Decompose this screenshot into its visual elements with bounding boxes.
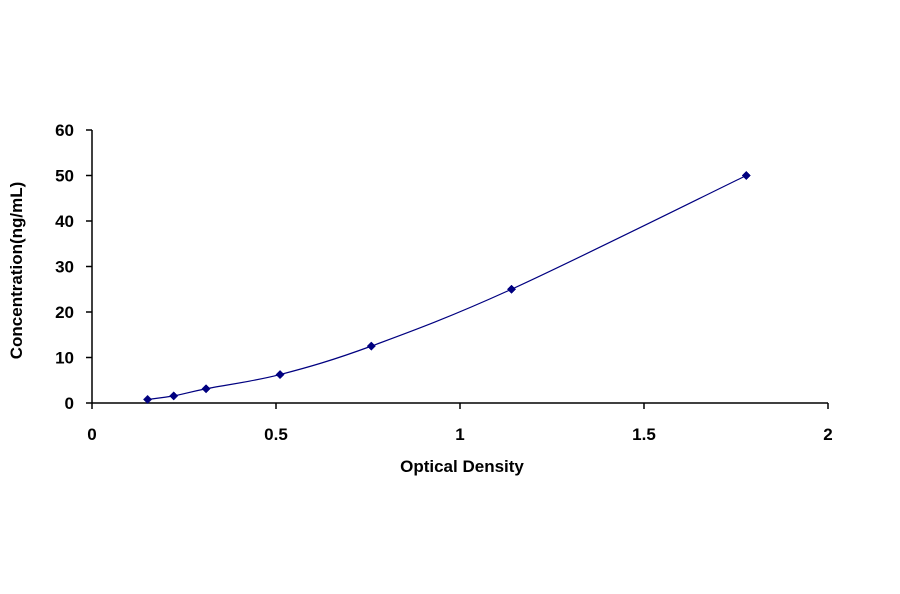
data-point-marker <box>143 394 153 405</box>
plot-area: 0 0.5 1 1.5 2 0 10 20 30 40 50 60 <box>55 121 833 444</box>
x-tick-label: 2 <box>823 425 832 444</box>
y-axis-title: Concentration(ng/mL) <box>7 182 26 360</box>
data-point-marker <box>201 384 211 394</box>
y-ticks: 0 10 20 30 40 50 60 <box>55 121 92 413</box>
y-tick-label: 20 <box>55 303 74 322</box>
y-tick-label: 40 <box>55 212 74 231</box>
data-point-marker <box>169 391 179 401</box>
y-tick-label: 0 <box>65 394 74 413</box>
data-point-marker <box>366 341 376 351</box>
x-tick-label: 0 <box>87 425 96 444</box>
x-tick-label: 1 <box>455 425 464 444</box>
y-tick-label: 30 <box>55 258 74 277</box>
x-tick-label: 1.5 <box>632 425 656 444</box>
data-point-marker <box>275 370 285 380</box>
trend-curve <box>147 174 747 401</box>
x-ticks: 0 0.5 1 1.5 2 <box>87 403 833 444</box>
y-tick-label: 60 <box>55 121 74 140</box>
x-tick-label: 0.5 <box>264 425 288 444</box>
y-tick-label: 10 <box>55 349 74 368</box>
y-tick-label: 50 <box>55 167 74 186</box>
data-point-marker <box>506 284 517 294</box>
data-points <box>143 170 751 405</box>
data-point-marker <box>741 170 751 181</box>
x-axis-title: Optical Density <box>400 457 524 476</box>
